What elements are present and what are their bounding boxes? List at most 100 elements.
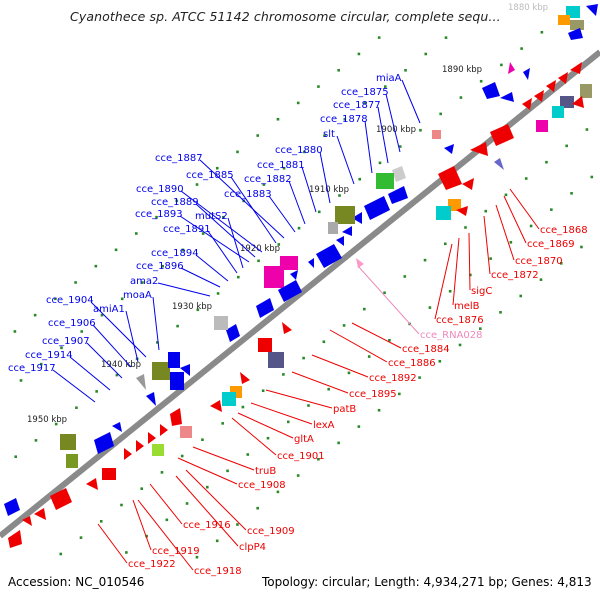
gene-label[interactable]: lexA	[313, 420, 335, 431]
feature-block[interactable]	[170, 372, 184, 390]
gene-label[interactable]: moaA	[123, 290, 152, 301]
gene-label[interactable]: cce_1892	[369, 373, 417, 384]
feature-block[interactable]	[328, 222, 338, 234]
feature-arrow[interactable]	[356, 258, 364, 268]
feature-block[interactable]	[258, 338, 272, 352]
feature-arrow[interactable]	[352, 212, 362, 224]
feature-arrow[interactable]	[523, 68, 530, 80]
feature-block[interactable]	[268, 352, 284, 368]
feature-arrow[interactable]	[278, 280, 302, 302]
feature-arrow[interactable]	[226, 324, 240, 342]
feature-arrow[interactable]	[534, 90, 544, 102]
feature-arrow[interactable]	[124, 448, 132, 460]
feature-block[interactable]	[432, 130, 441, 139]
feature-arrow[interactable]	[500, 92, 514, 102]
gene-label[interactable]: cce_1869	[527, 239, 575, 250]
feature-arrow[interactable]	[438, 166, 462, 190]
gene-label[interactable]: clpP4	[239, 542, 266, 553]
feature-block[interactable]	[376, 173, 394, 189]
gene-label[interactable]: cce_1908	[238, 480, 286, 491]
gene-label[interactable]: cce_RNA028	[420, 330, 483, 341]
feature-arrow[interactable]	[546, 80, 556, 92]
feature-block[interactable]	[214, 316, 228, 330]
feature-arrow[interactable]	[462, 178, 474, 190]
gene-label[interactable]: cce_1878	[320, 114, 368, 125]
feature-block[interactable]	[60, 434, 76, 450]
gene-label[interactable]: cce_1872	[491, 270, 539, 281]
feature-block[interactable]	[180, 426, 192, 438]
gene-label[interactable]: cce_1882	[244, 174, 292, 185]
feature-arrow[interactable]	[180, 364, 190, 376]
gene-label[interactable]: amiA1	[93, 304, 125, 315]
feature-block[interactable]	[264, 266, 284, 288]
gene-label[interactable]: cce_1909	[247, 526, 295, 537]
feature-arrow[interactable]	[170, 408, 182, 426]
feature-arrow[interactable]	[160, 424, 168, 436]
feature-arrow[interactable]	[456, 206, 468, 216]
feature-block[interactable]	[168, 352, 180, 368]
gene-label[interactable]: cce_1917	[8, 363, 56, 374]
feature-block[interactable]	[152, 362, 170, 380]
feature-arrow[interactable]	[34, 508, 46, 520]
feature-arrow[interactable]	[8, 530, 22, 548]
gene-label[interactable]: cce_1893	[135, 209, 183, 220]
gene-label[interactable]: cce_1881	[257, 160, 305, 171]
feature-arrow[interactable]	[570, 62, 582, 74]
feature-arrow[interactable]	[50, 488, 72, 510]
gene-label[interactable]: cce_1883	[224, 189, 272, 200]
feature-arrow[interactable]	[490, 124, 514, 146]
feature-arrow[interactable]	[290, 270, 298, 280]
gene-label[interactable]: cce_1887	[155, 153, 203, 164]
feature-arrow[interactable]	[210, 400, 222, 412]
feature-arrow[interactable]	[256, 298, 274, 318]
feature-arrow[interactable]	[282, 322, 292, 334]
feature-arrow[interactable]	[316, 244, 342, 268]
feature-arrow[interactable]	[392, 166, 406, 182]
feature-block[interactable]	[152, 444, 164, 456]
feature-arrow[interactable]	[336, 236, 344, 246]
gene-label[interactable]: cce_1896	[136, 261, 184, 272]
gene-label[interactable]: cce_1880	[275, 145, 323, 156]
feature-arrow[interactable]	[136, 374, 146, 390]
feature-block[interactable]	[448, 199, 461, 211]
feature-arrow[interactable]	[342, 226, 352, 236]
gene-label[interactable]: cce_1922	[128, 559, 176, 570]
feature-block[interactable]	[280, 256, 298, 270]
gene-label[interactable]: cce_1877	[333, 100, 381, 111]
feature-arrow[interactable]	[22, 516, 32, 526]
feature-arrow[interactable]	[482, 82, 500, 99]
gene-label[interactable]: cce_1886	[388, 358, 436, 369]
gene-label[interactable]: cce_1904	[46, 295, 94, 306]
feature-arrow[interactable]	[86, 478, 98, 490]
gene-label[interactable]: mutS2	[195, 211, 228, 222]
gene-label[interactable]: cce_1894	[151, 248, 199, 259]
gene-label[interactable]: cce_1919	[152, 546, 200, 557]
feature-arrow[interactable]	[558, 72, 568, 84]
feature-arrow[interactable]	[568, 28, 583, 40]
gene-label[interactable]: cce_1918	[194, 566, 242, 577]
feature-block[interactable]	[335, 206, 355, 224]
feature-arrow[interactable]	[4, 498, 20, 516]
gene-label[interactable]: slt	[323, 129, 335, 140]
feature-arrow[interactable]	[112, 422, 122, 432]
gene-label[interactable]: cce_1901	[277, 451, 325, 462]
feature-block[interactable]	[560, 96, 574, 108]
gene-label[interactable]: cce_1891	[163, 224, 211, 235]
gene-label[interactable]: cce_1907	[42, 336, 90, 347]
gene-label[interactable]: gltA	[294, 434, 314, 445]
gene-label[interactable]: miaA	[376, 73, 402, 84]
gene-labels[interactable]: miaA cce_1875 cce_1877 cce_1878sltcce_1880c…	[8, 73, 588, 577]
feature-arrow[interactable]	[146, 392, 156, 406]
feature-block[interactable]	[580, 84, 592, 98]
feature-arrow[interactable]	[388, 186, 408, 204]
gene-label[interactable]: cce_1885	[186, 170, 234, 181]
feature-arrow[interactable]	[586, 4, 598, 16]
gene-label[interactable]: cce_1875	[341, 87, 389, 98]
gene-label[interactable]: cce_1876	[436, 315, 484, 326]
gene-label[interactable]: cce_1916	[183, 520, 231, 531]
feature-arrow[interactable]	[240, 372, 250, 384]
gene-label[interactable]: cce_1884	[402, 344, 450, 355]
feature-arrow[interactable]	[572, 96, 584, 108]
feature-arrow[interactable]	[470, 142, 488, 156]
